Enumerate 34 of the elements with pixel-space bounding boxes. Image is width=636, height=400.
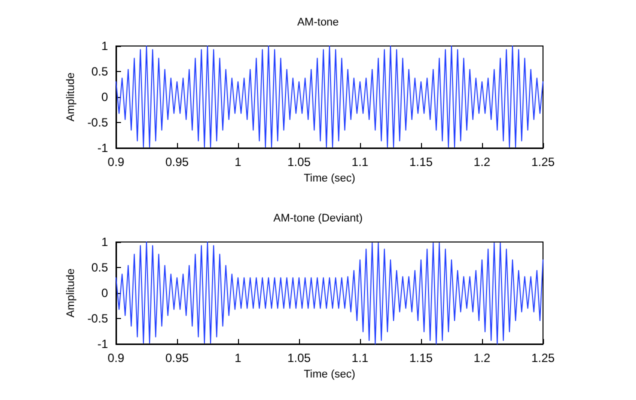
y-tick-label: -0.5 (87, 312, 108, 326)
x-tick-label: 1.05 (287, 155, 311, 169)
y-tick-label: -1 (97, 141, 108, 155)
x-axis-title: Time (sec) (304, 172, 356, 184)
line-series (116, 46, 544, 148)
y-tick-label: 0.5 (91, 260, 108, 274)
y-tick-label: 0.5 (91, 64, 108, 78)
x-tick-label: 1.1 (352, 351, 369, 365)
x-axis-title: Time (sec) (304, 368, 356, 380)
y-tick-label: -0.5 (87, 116, 108, 130)
x-tick-label: 1.1 (352, 155, 369, 169)
x-tick-label: 1.15 (409, 351, 433, 365)
x-tick-label: 1.2 (474, 155, 491, 169)
x-tick-label: 0.95 (165, 351, 189, 365)
x-tick-label: 1.15 (409, 155, 433, 169)
y-tick-label: 0 (101, 90, 108, 104)
y-axis-title: Amplitude (64, 268, 77, 318)
x-tick-label: 0.9 (108, 155, 125, 169)
y-tick-label: -1 (97, 337, 108, 351)
y-tick-label: 1 (101, 39, 108, 53)
y-tick-label: 0 (101, 286, 108, 300)
x-tick-label: 0.9 (108, 351, 125, 365)
x-tick-label: 1.05 (287, 351, 311, 365)
x-tick-label: 1.2 (474, 351, 491, 365)
y-axis-title: Amplitude (64, 72, 77, 122)
chart-title: AM-tone (297, 16, 339, 28)
line-series (116, 242, 544, 344)
x-tick-label: 1.25 (531, 155, 555, 169)
y-tick-label: 1 (101, 235, 108, 249)
x-tick-label: 1 (234, 155, 242, 169)
x-tick-label: 1.25 (531, 351, 555, 365)
chart-title: AM-tone (Deviant) (273, 212, 363, 224)
x-tick-label: 1 (234, 351, 242, 365)
x-tick-label: 0.95 (165, 155, 189, 169)
